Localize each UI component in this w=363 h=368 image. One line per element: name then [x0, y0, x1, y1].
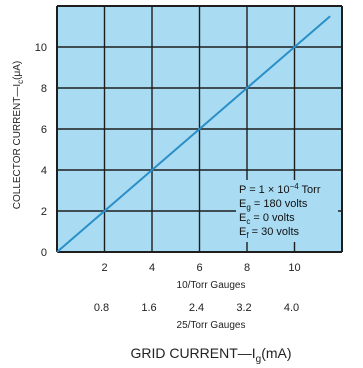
annotation-box [236, 180, 338, 242]
y-tick-label: 0 [41, 247, 47, 259]
y-label: COLLECTOR CURRENT—Ic(μA) [12, 61, 25, 209]
x-tick-label: 10 [288, 262, 300, 274]
x-axis-title: 10/Torr Gauges [177, 280, 246, 291]
x-tick-label: 4 [149, 262, 155, 274]
x2-tick-label: 1.6 [141, 302, 156, 314]
series-layer [56, 15, 331, 253]
x2-tick-label: 4.0 [284, 302, 299, 314]
x-tick-label: 6 [196, 262, 202, 274]
annotation: P = 1 × 10−4 Torr Eg = 180 volts Ec = 0 … [239, 182, 321, 240]
series-line-0 [56, 15, 331, 253]
x2-tick-label: 2.4 [189, 302, 204, 314]
x-tick-labels: 2 4 6 8 10 [101, 262, 300, 274]
y-tick-label: 10 [35, 42, 47, 54]
annotation-line-eg: Eg = 180 volts [239, 198, 308, 212]
y-tick-label: 8 [41, 83, 47, 95]
x-tick-label: 8 [244, 262, 250, 274]
y-tick-label: 6 [41, 124, 47, 136]
x2-tick-label: 3.2 [236, 302, 251, 314]
y-tick-label: 2 [41, 206, 47, 218]
x-label: GRID CURRENT—Ig(mA) [130, 345, 291, 365]
annotation-line-pressure: P = 1 × 10−4 Torr [239, 182, 321, 196]
x-tick-label: 2 [101, 262, 107, 274]
annotation-line-ef: Ef = 30 volts [239, 226, 300, 240]
y-tick-labels: 0 2 4 6 8 10 [35, 42, 47, 259]
annotation-line-ec: Ec = 0 volts [239, 212, 295, 226]
y-tick-label: 4 [41, 165, 47, 177]
x2-tick-labels: 0.8 1.6 2.4 3.2 4.0 [94, 302, 299, 314]
x2-tick-label: 0.8 [94, 302, 109, 314]
x2-axis-title: 25/Torr Gauges [177, 320, 246, 331]
